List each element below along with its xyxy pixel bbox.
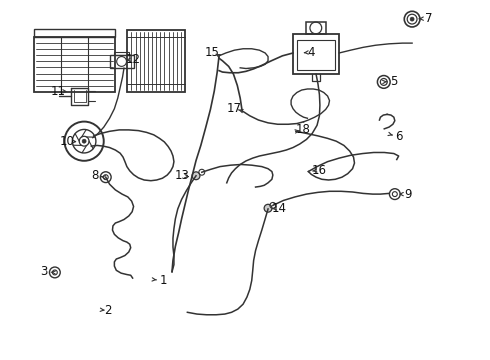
Text: 16: 16	[312, 164, 327, 177]
Text: 3: 3	[41, 265, 48, 278]
Text: 10: 10	[60, 135, 75, 148]
Bar	[297, 40, 335, 70]
Text: 1: 1	[160, 274, 167, 287]
Bar	[127, 30, 185, 92]
Circle shape	[192, 172, 200, 180]
Text: 8: 8	[92, 169, 99, 182]
Text: 6: 6	[395, 130, 402, 143]
Circle shape	[410, 17, 414, 21]
Bar	[34, 30, 115, 37]
Text: 2: 2	[104, 304, 112, 317]
Bar	[114, 51, 129, 55]
Text: 9: 9	[405, 188, 412, 201]
Text: 12: 12	[126, 53, 141, 66]
Bar	[110, 55, 134, 68]
Bar	[306, 22, 326, 33]
Text: 5: 5	[390, 75, 397, 88]
Bar	[293, 33, 339, 74]
Bar	[34, 37, 115, 92]
Text: 18: 18	[296, 123, 311, 136]
Text: 15: 15	[205, 46, 220, 59]
Circle shape	[82, 139, 86, 143]
Text: 4: 4	[308, 46, 315, 59]
Text: 17: 17	[227, 102, 242, 115]
Text: 7: 7	[425, 12, 432, 25]
Text: 11: 11	[50, 85, 65, 98]
Text: 14: 14	[272, 202, 287, 215]
Circle shape	[264, 204, 272, 212]
Text: 13: 13	[174, 169, 189, 182]
